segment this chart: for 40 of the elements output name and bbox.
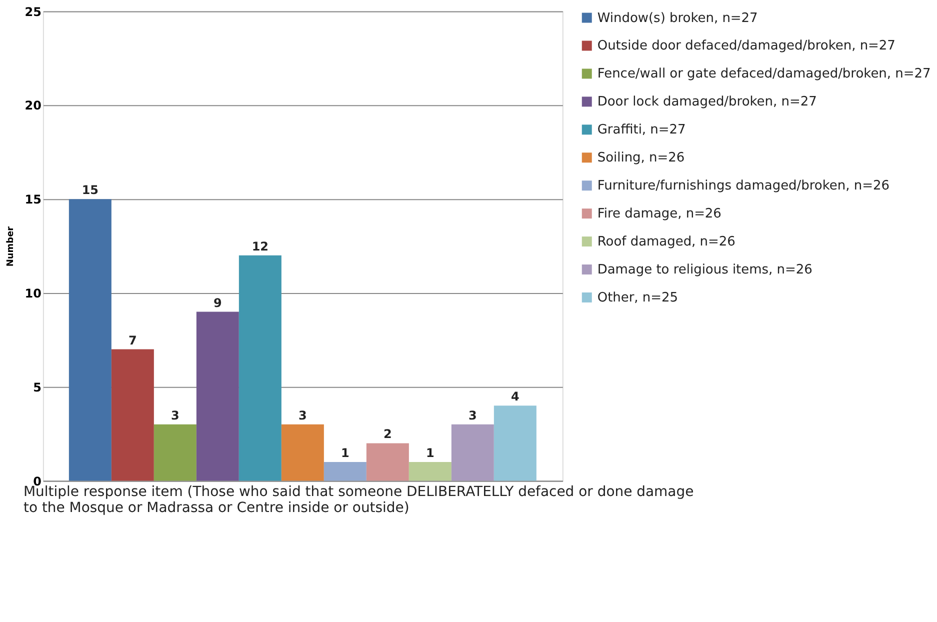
bar <box>366 443 409 481</box>
y-axis-title: Number <box>6 226 16 267</box>
data-label: 12 <box>252 239 269 254</box>
data-label: 1 <box>341 446 350 460</box>
bar <box>451 424 494 481</box>
data-label: 7 <box>128 333 137 348</box>
data-label: 15 <box>82 183 99 198</box>
legend-label: Soiling, n=26 <box>597 150 685 166</box>
data-label: 3 <box>468 408 477 422</box>
y-tick-label: 15 <box>24 192 42 207</box>
bar <box>196 312 239 481</box>
bar <box>324 462 366 481</box>
data-label: 3 <box>171 408 180 422</box>
y-tick-label: 5 <box>33 380 42 394</box>
y-tick-label: 10 <box>24 286 42 300</box>
legend-label: Window(s) broken, n=27 <box>597 10 758 26</box>
bar <box>111 349 154 481</box>
data-label: 4 <box>511 390 520 404</box>
bar <box>494 406 536 481</box>
y-tick-label: 20 <box>24 98 42 113</box>
data-label: 9 <box>214 296 222 310</box>
bar <box>154 424 196 481</box>
bar <box>408 462 452 481</box>
legend-label: Furniture/furnishings damaged/broken, n=26 <box>597 178 890 194</box>
legend-label: Damage to religious items, n=26 <box>597 262 812 278</box>
legend-label: Fence/wall or gate defaced/damaged/broken, n=27 <box>597 66 931 82</box>
bar <box>281 424 324 481</box>
data-label: 2 <box>384 427 392 442</box>
y-tick-label: 25 <box>24 4 42 19</box>
bar <box>68 199 112 481</box>
legend-label: Roof damaged, n=26 <box>597 234 736 250</box>
legend-label: Fire damage, n=26 <box>597 206 722 222</box>
legend-label: Door lock damaged/broken, n=27 <box>597 94 817 110</box>
bar <box>238 255 282 481</box>
legend-label: Graffiti, n=27 <box>597 122 686 138</box>
data-label: 1 <box>426 446 434 460</box>
legend-label: Other, n=25 <box>597 290 678 306</box>
x-axis-title: Multiple response item (Those who said that someone DELIBERATELLY defaced or done damage to the Mosque or Madrassa or Centre inside or outside) <box>23 484 694 516</box>
data-label: 3 <box>298 408 307 422</box>
legend-label: Outside door defaced/damaged/broken, n=27 <box>597 38 896 54</box>
